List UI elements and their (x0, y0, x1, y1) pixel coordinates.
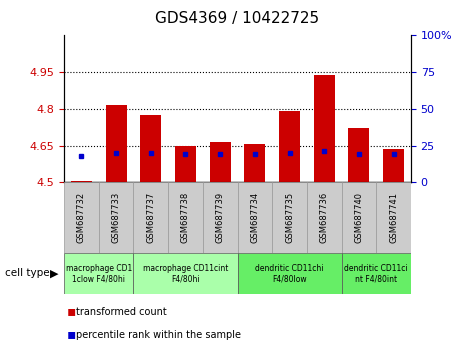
Text: percentile rank within the sample: percentile rank within the sample (76, 330, 241, 339)
Text: dendritic CD11ci
nt F4/80int: dendritic CD11ci nt F4/80int (344, 264, 408, 283)
Text: macrophage CD11cint
F4/80hi: macrophage CD11cint F4/80hi (143, 264, 228, 283)
Text: GDS4369 / 10422725: GDS4369 / 10422725 (155, 11, 320, 25)
Bar (307, 182, 342, 253)
Bar (279, 111, 300, 182)
Bar (314, 75, 334, 182)
Bar (168, 182, 203, 253)
Text: GSM687733: GSM687733 (112, 192, 121, 243)
Bar (203, 182, 238, 253)
Bar (342, 253, 411, 294)
Bar (349, 129, 369, 182)
Bar (71, 181, 92, 182)
Bar (175, 146, 196, 182)
Bar (238, 182, 272, 253)
Text: GSM687732: GSM687732 (77, 192, 86, 243)
Text: GSM687741: GSM687741 (389, 192, 398, 243)
Bar (64, 182, 99, 253)
Text: cell type: cell type (5, 268, 49, 279)
Bar (64, 253, 133, 294)
Text: dendritic CD11chi
F4/80low: dendritic CD11chi F4/80low (255, 264, 324, 283)
Bar (383, 149, 404, 182)
Bar (106, 105, 126, 182)
Text: GSM687735: GSM687735 (285, 192, 294, 243)
Text: GSM687740: GSM687740 (354, 192, 363, 243)
Bar (376, 182, 411, 253)
Text: GSM687739: GSM687739 (216, 192, 225, 243)
Bar (99, 182, 133, 253)
Text: GSM687737: GSM687737 (146, 192, 155, 243)
Bar (245, 144, 265, 182)
Bar (133, 253, 238, 294)
Text: ▶: ▶ (50, 268, 59, 279)
Text: macrophage CD1
1clow F4/80hi: macrophage CD1 1clow F4/80hi (66, 264, 132, 283)
Text: ▪: ▪ (66, 304, 76, 319)
Bar (342, 182, 376, 253)
Bar (141, 115, 161, 182)
Bar (238, 253, 342, 294)
Text: transformed count: transformed count (76, 307, 167, 316)
Bar (133, 182, 168, 253)
Text: GSM687738: GSM687738 (181, 192, 190, 243)
Text: ▪: ▪ (66, 327, 76, 342)
Bar (272, 182, 307, 253)
Text: GSM687734: GSM687734 (250, 192, 259, 243)
Bar (210, 142, 230, 182)
Text: GSM687736: GSM687736 (320, 192, 329, 243)
